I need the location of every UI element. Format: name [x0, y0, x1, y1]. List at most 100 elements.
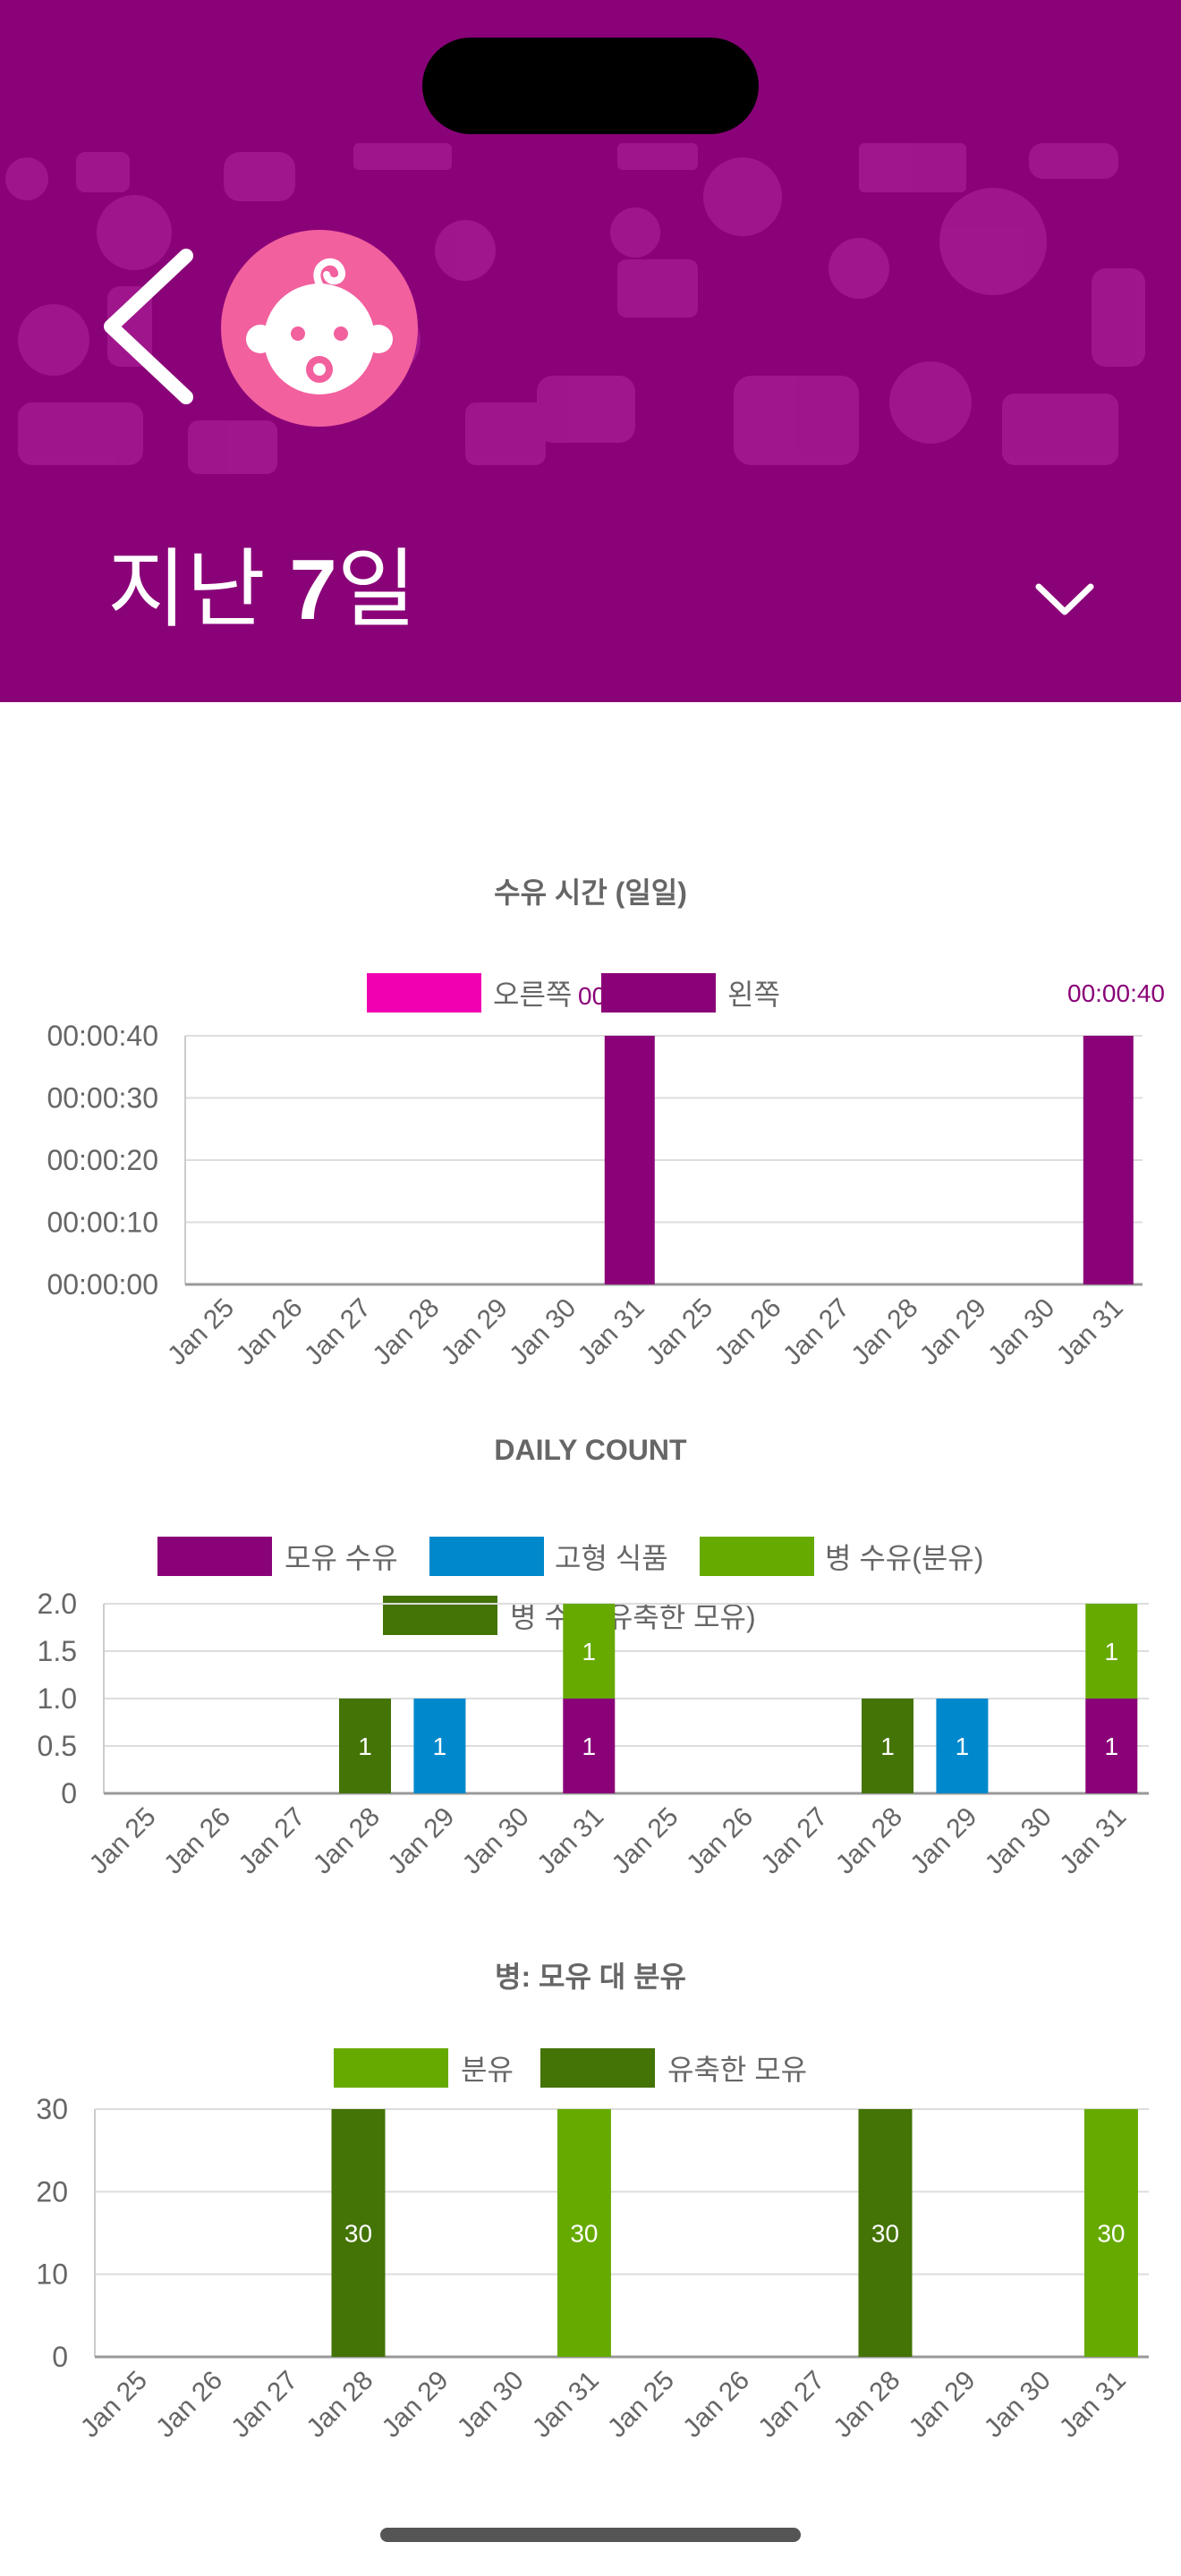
- x-tick-label: Jan 25: [162, 1293, 240, 1371]
- x-tick-label: Jan 29: [914, 1293, 992, 1371]
- bar[interactable]: [936, 1699, 989, 1793]
- chart-feeding-time: 수유 시간 (일일) 오른쪽 00 왼쪽 00:00:40 Jan 25Jan …: [47, 877, 1165, 1371]
- x-tick-label: Jan 25: [84, 1802, 162, 1880]
- chart-daily-count: DAILY COUNT 모유 수유 고형 식품 병 수유(분유) 병 수유(유축…: [38, 1434, 1149, 1880]
- legend-swatch-pumped[interactable]: [383, 1596, 497, 1635]
- x-tick-label: Jan 28: [301, 2366, 378, 2444]
- x-tick-label: Jan 26: [681, 1802, 759, 1880]
- bar-value-label: 1: [1104, 1733, 1118, 1760]
- bar[interactable]: [1085, 1699, 1138, 1793]
- x-tick-label: Jan 30: [504, 1293, 582, 1371]
- bar-value-label: 30: [570, 2220, 598, 2248]
- legend-label-breastfeeding[interactable]: 모유 수유: [285, 1542, 398, 1574]
- legend-swatch-pumped[interactable]: [540, 2048, 655, 2088]
- bar-value-label: 30: [1097, 2220, 1125, 2248]
- legend-label-solids[interactable]: 고형 식품: [555, 1542, 668, 1574]
- avatar: [221, 230, 418, 427]
- legend-swatch-left[interactable]: [601, 973, 716, 1013]
- x-tick-label: Jan 27: [225, 2366, 303, 2444]
- x-tick-label: Jan 28: [828, 2366, 905, 2444]
- x-tick-label: Jan 27: [752, 2366, 830, 2444]
- legend-swatch-formula[interactable]: [700, 1537, 814, 1576]
- period-prefix: 지난: [107, 542, 290, 638]
- legend-label-formula[interactable]: 분유: [461, 2054, 514, 2086]
- legend-label-formula[interactable]: 병 수유(분유): [825, 1542, 983, 1574]
- bar-value-label: 1: [358, 1733, 372, 1760]
- x-tick-label: Jan 29: [904, 2366, 981, 2444]
- legend-label-pumped[interactable]: 병 수유(유축한 모유): [510, 1601, 756, 1633]
- x-tick-label: Jan 25: [602, 2366, 680, 2444]
- x-tick-label: Jan 28: [308, 1802, 386, 1880]
- legend-swatch-breastfeeding[interactable]: [157, 1537, 272, 1576]
- home-indicator: [380, 2528, 801, 2542]
- legend-label-right[interactable]: 오른쪽: [493, 979, 572, 1011]
- legend-swatch-solids[interactable]: [429, 1537, 544, 1576]
- baby-face-icon: [246, 258, 393, 394]
- x-tick-label: Jan 25: [641, 1293, 718, 1371]
- x-tick-label: Jan 26: [709, 1293, 787, 1371]
- x-tick-label: Jan 31: [531, 1802, 609, 1880]
- bar[interactable]: [557, 2109, 611, 2357]
- chart-title: 수유 시간 (일일): [494, 877, 687, 909]
- legend: 오른쪽 00 왼쪽 00:00:40: [367, 973, 1165, 1013]
- legend-swatch-formula[interactable]: [334, 2048, 448, 2088]
- bar-value-label: 30: [871, 2220, 899, 2248]
- x-tick-label: Jan 27: [755, 1802, 833, 1880]
- value-annotation: 00:00:40: [1067, 979, 1165, 1007]
- bar[interactable]: [1085, 1604, 1138, 1699]
- bar[interactable]: [563, 1604, 616, 1699]
- x-tick-label: Jan 30: [979, 2366, 1057, 2444]
- value-annotation: 00: [578, 982, 606, 1010]
- y-tick-label: 0: [61, 1777, 77, 1809]
- x-tick-label: Jan 26: [150, 2366, 228, 2444]
- bar[interactable]: [339, 1699, 391, 1793]
- bar[interactable]: [858, 2109, 913, 2357]
- bar-value-label: 1: [433, 1733, 447, 1760]
- chart-title: 병: 모유 대 분유: [495, 1961, 686, 1993]
- x-tick-label: Jan 27: [777, 1293, 855, 1371]
- bar[interactable]: [1083, 1036, 1134, 1284]
- x-tick-label: Jan 30: [982, 1293, 1060, 1371]
- x-tick-label: Jan 25: [75, 2366, 153, 2444]
- y-tick-label: 2.0: [38, 1588, 77, 1620]
- y-tick-label: 00:00:10: [47, 1207, 158, 1239]
- chevron-left-icon[interactable]: [89, 242, 206, 411]
- legend-label-pumped[interactable]: 유축한 모유: [667, 2054, 807, 2086]
- x-tick-label: Jan 26: [158, 1802, 236, 1880]
- x-tick-label: Jan 26: [677, 2366, 755, 2444]
- legend: 분유 유축한 모유: [334, 2048, 807, 2088]
- header: 지난 7일: [0, 0, 1181, 702]
- x-tick-label: Jan 29: [377, 2366, 455, 2444]
- x-tick-label: Jan 30: [457, 1802, 535, 1880]
- bar[interactable]: [563, 1699, 616, 1793]
- y-tick-label: 00:00:20: [47, 1144, 158, 1176]
- chevron-down-icon[interactable]: [1024, 572, 1105, 626]
- x-tick-label: Jan 27: [299, 1293, 377, 1371]
- y-tick-label: 1.0: [38, 1682, 77, 1715]
- bar[interactable]: [331, 2109, 386, 2357]
- y-tick-label: 0: [52, 2341, 68, 2373]
- bar[interactable]: [413, 1699, 466, 1793]
- y-tick-label: 0.5: [38, 1730, 77, 1762]
- legend-swatch-right[interactable]: [367, 973, 481, 1013]
- x-tick-label: Jan 26: [231, 1293, 309, 1371]
- y-tick-label: 20: [36, 2175, 68, 2207]
- x-tick-label: Jan 31: [527, 2366, 605, 2444]
- bar[interactable]: [1083, 2109, 1138, 2357]
- x-tick-label: Jan 30: [980, 1802, 1058, 1880]
- bar-value-label: 1: [956, 1733, 970, 1760]
- legend-label-left[interactable]: 왼쪽: [727, 979, 780, 1011]
- y-tick-label: 1.5: [38, 1635, 77, 1667]
- x-tick-label: Jan 30: [452, 2366, 530, 2444]
- x-tick-label: Jan 29: [905, 1802, 982, 1880]
- x-tick-label: Jan 28: [845, 1293, 923, 1371]
- camera-notch: [422, 38, 759, 134]
- period-suffix: 일: [336, 542, 417, 638]
- bar-value-label: 1: [582, 1638, 596, 1665]
- bar[interactable]: [604, 1036, 655, 1284]
- period-label[interactable]: 지난 7일: [107, 537, 416, 644]
- bar[interactable]: [862, 1699, 913, 1793]
- x-tick-label: Jan 29: [382, 1802, 460, 1880]
- x-tick-label: Jan 31: [1054, 1802, 1132, 1880]
